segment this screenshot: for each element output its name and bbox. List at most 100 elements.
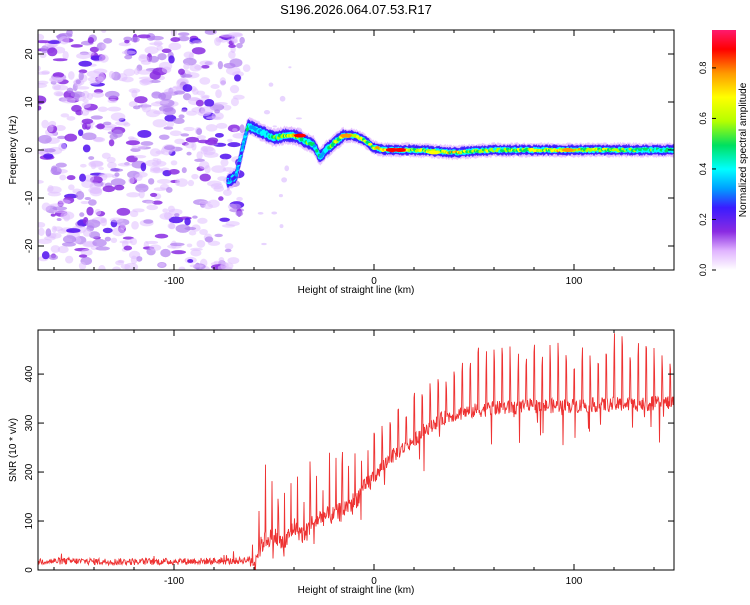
noise-blob [38,134,52,144]
noise-blob [60,113,70,118]
noise-blob [38,65,41,72]
spectrogram-ytick-label: 20 [24,48,35,60]
spectrogram-ytick-label: -20 [24,238,35,253]
noise-blob [261,242,267,246]
noise-blob [47,40,62,45]
noise-blob [95,246,110,251]
noise-blob [170,37,181,42]
noise-blob [183,126,195,132]
noise-blob [81,90,90,99]
noise-blob [136,256,143,262]
snr-ytick-label: 100 [24,512,35,529]
noise-blob [196,240,206,248]
noise-blob [156,158,162,165]
noise-blob [92,238,107,247]
noise-blob [175,224,191,233]
noise-blob [103,121,112,126]
noise-blob [140,141,154,146]
spectrogram-xtick-label: -100 [164,276,184,287]
snr-frame [37,329,675,571]
noise-blob [108,139,115,147]
noise-blob [171,250,187,255]
noise-blob [50,245,61,253]
noise-blob [214,132,224,138]
noise-blob [196,128,203,135]
noise-blob [139,79,152,83]
colorbar-gradient [712,30,736,270]
noise-blob [220,158,229,167]
noise-blob [156,179,171,184]
noise-blob [88,156,95,160]
noise-blob [204,236,214,243]
noise-blob [89,182,102,191]
noise-blob [221,224,236,228]
noise-blob [229,85,240,94]
noise-blob [137,69,152,75]
noise-blob [48,254,58,260]
noise-blob [144,46,159,55]
noise-blob [183,51,194,59]
noise-blob [236,196,243,202]
noise-blob [219,77,227,86]
noise-blob [183,63,190,70]
noise-blob [141,103,151,113]
noise-blob [199,173,211,182]
noise-blob [134,67,140,76]
noise-blob [111,266,122,270]
noise-blob [242,64,251,72]
noise-blob [205,124,218,132]
noise-blob [124,39,130,44]
noise-blob [81,118,94,125]
noise-blob [174,138,185,145]
noise-blob [220,33,234,38]
noise-blob [187,179,195,187]
noise-blob [149,148,161,157]
noise-blob [38,95,47,105]
noise-blob [224,248,232,253]
noise-blob [80,200,89,205]
noise-blob [70,91,86,98]
snr-ytick-label: 200 [24,463,35,480]
colorbar-tick-label: 0.4 [698,163,708,176]
noise-blob [107,161,117,169]
ridge-sample [240,145,244,150]
noise-blob [101,152,111,159]
noise-blob [181,167,187,174]
noise-blob [41,119,49,129]
noise-blob [58,36,70,45]
noise-blob [114,172,120,177]
noise-blob [227,257,240,264]
noise-blob [109,217,124,223]
noise-blob [163,88,177,96]
noise-blob [210,83,220,90]
noise-blob [154,233,169,239]
noise-blob [54,124,66,131]
noise-blob [88,231,101,239]
noise-blob [110,237,118,244]
noise-blob [219,217,230,222]
noise-blob [61,97,76,104]
noise-blob [178,266,186,270]
noise-blob [128,101,138,108]
ridge-sample [236,166,240,171]
noise-blob [219,153,232,160]
noise-blob [43,153,54,159]
noise-blob [96,76,104,82]
noise-blob [204,139,218,145]
noise-blob [53,226,63,232]
noise-blob [68,71,75,80]
noise-blob [140,59,152,65]
noise-blob [40,45,49,54]
noise-blob [178,68,185,75]
snr-ylabel: SNR (10 * v/v) [8,418,19,482]
noise-blob [199,77,211,85]
noise-blob [148,178,155,185]
noise-blob [177,35,190,42]
noise-blob [75,190,85,200]
noise-blob [235,210,244,217]
noise-blob [217,176,228,182]
snr-ytick-label: 300 [24,414,35,431]
spectrogram-xtick-label: 100 [566,276,583,287]
ridge-sample [369,142,373,146]
